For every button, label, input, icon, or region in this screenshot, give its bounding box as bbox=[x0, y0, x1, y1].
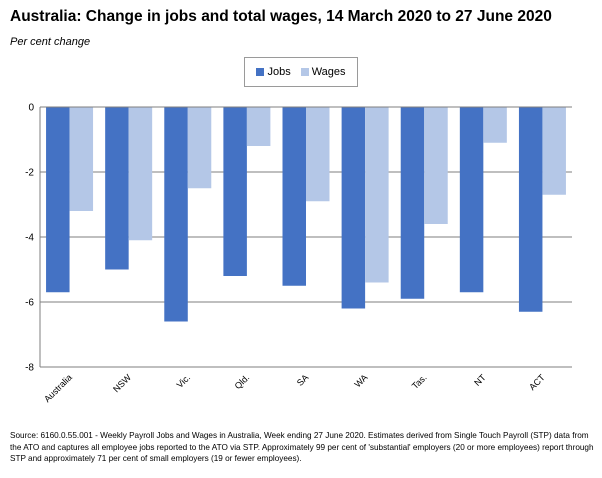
bar-jobs bbox=[341, 107, 366, 309]
x-tick-label: Tas. bbox=[410, 372, 429, 391]
bar-wages bbox=[365, 107, 389, 283]
y-tick-label: 0 bbox=[28, 103, 34, 114]
legend-label-jobs: Jobs bbox=[267, 66, 291, 78]
bar-wages bbox=[424, 107, 448, 224]
bar-jobs bbox=[518, 107, 543, 312]
bar-wages bbox=[542, 107, 566, 195]
bar-wages bbox=[483, 107, 507, 143]
x-tick-label: ACT bbox=[527, 372, 547, 392]
bar-wages bbox=[246, 107, 271, 146]
bar-jobs bbox=[223, 107, 247, 276]
legend-swatch-jobs bbox=[256, 68, 265, 76]
x-tick-label: NSW bbox=[111, 372, 133, 394]
bar-jobs bbox=[164, 107, 188, 322]
legend-item-jobs: Jobs bbox=[256, 66, 291, 78]
legend-item-wages: Wages bbox=[300, 66, 346, 78]
x-tick-label: Vic. bbox=[175, 372, 193, 390]
x-tick-label: Qld. bbox=[233, 372, 252, 391]
bar-jobs bbox=[400, 107, 425, 299]
bar-wages bbox=[187, 107, 212, 189]
legend-label-wages: Wages bbox=[311, 66, 346, 78]
legend-swatch-wages bbox=[300, 68, 309, 76]
bar-jobs bbox=[46, 107, 70, 293]
chart-legend: Jobs Wages bbox=[244, 57, 358, 87]
x-tick-label: SA bbox=[295, 372, 311, 388]
bar-wages bbox=[128, 107, 153, 241]
y-tick-label: -8 bbox=[25, 363, 34, 374]
source-note: Source: 6160.0.55.001 - Weekly Payroll J… bbox=[10, 431, 594, 463]
y-tick-label: -2 bbox=[25, 168, 34, 179]
x-tick-label: NT bbox=[472, 372, 488, 388]
bar-jobs bbox=[282, 107, 306, 286]
bar-jobs bbox=[105, 107, 129, 270]
y-tick-label: -4 bbox=[25, 233, 34, 244]
chart-title: Australia: Change in jobs and total wage… bbox=[10, 8, 552, 25]
x-tick-label: WA bbox=[352, 372, 369, 389]
y-tick-label: -6 bbox=[25, 298, 34, 309]
bar-wages bbox=[306, 107, 330, 202]
bar-jobs bbox=[459, 107, 484, 293]
x-tick-label: Australia bbox=[42, 372, 74, 404]
y-axis-unit-label: Per cent change bbox=[10, 36, 91, 48]
bar-wages bbox=[69, 107, 94, 211]
